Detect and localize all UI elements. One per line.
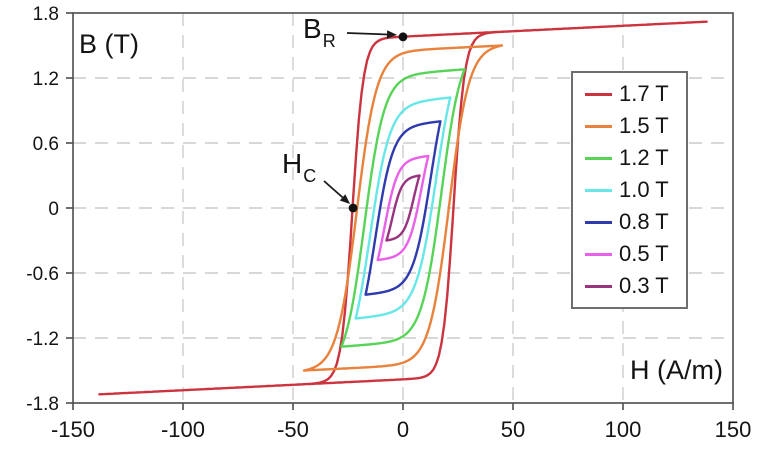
y-tick-label: 0.6 — [33, 134, 59, 155]
legend-entry: 1.7 T — [585, 80, 686, 108]
legend-entry: 1.5 T — [585, 112, 686, 140]
hysteresis-loop-0.5T — [376, 154, 430, 262]
remanence-arrow-head — [386, 30, 397, 39]
remanence-annotation-label: BR — [303, 13, 336, 51]
y-tick-label: 0 — [48, 199, 59, 220]
legend-line-sample — [585, 284, 612, 288]
coercivity-point — [348, 203, 358, 213]
coercivity-arrow-head — [339, 194, 351, 204]
legend-line-sample — [585, 220, 612, 224]
remanence-point — [398, 32, 408, 42]
y-tick-label: -0.6 — [26, 264, 59, 285]
x-tick-label: -100 — [161, 417, 205, 442]
coercivity-symbol: H — [282, 148, 303, 179]
x-tick-label: 100 — [605, 417, 642, 442]
legend-label: 0.8 T — [619, 209, 669, 234]
legend-line-sample — [585, 188, 612, 192]
hysteresis-loop-0.8T — [364, 120, 442, 296]
hysteresis-loop-1.5T — [302, 44, 504, 372]
coercivity-subscript: C — [303, 165, 317, 186]
legend-label: 1.5 T — [619, 113, 669, 138]
x-tick-label: -50 — [277, 417, 309, 442]
hysteresis-loop-0.3T — [385, 174, 421, 242]
legend-box: 1.7 T 1.5 T 1.2 T 1.0 T 0.8 T 0.5 T 0.3 T — [571, 71, 688, 309]
legend-label: 0.3 T — [619, 273, 669, 298]
hysteresis-loop-1.7T — [98, 20, 708, 396]
legend-label: 0.5 T — [619, 241, 669, 266]
x-axis-title: H (A/m) — [630, 355, 723, 385]
legend-line-sample — [585, 252, 612, 256]
legend-label: 1.7 T — [619, 81, 669, 106]
x-tick-label: 50 — [501, 417, 525, 442]
legend-entry: 0.3 T — [585, 272, 686, 300]
x-tick-label: -150 — [51, 417, 95, 442]
remanence-arrow-line — [346, 32, 388, 36]
hysteresis-loop-1.0T — [354, 96, 452, 320]
legend-entry: 0.5 T — [585, 240, 686, 268]
legend-entry: 1.2 T — [585, 144, 686, 172]
y-tick-label: 1.2 — [33, 69, 59, 90]
x-tick-label: 150 — [715, 417, 752, 442]
y-tick-label: -1.2 — [26, 329, 59, 350]
legend-line-sample — [585, 124, 612, 128]
y-tick-label: 1.8 — [33, 4, 59, 25]
legend-label: 1.0 T — [619, 177, 669, 202]
legend-line-sample — [585, 92, 612, 96]
y-tick-label: -1.8 — [26, 394, 59, 415]
x-tick-label: 0 — [397, 417, 409, 442]
legend-line-sample — [585, 156, 612, 160]
remanence-subscript: R — [322, 30, 336, 51]
hysteresis-loop-1.2T — [340, 68, 466, 348]
remanence-symbol: B — [303, 13, 322, 44]
legend-label: 1.2 T — [619, 145, 669, 170]
legend-entry: 1.0 T — [585, 176, 686, 204]
y-axis-title: B (T) — [79, 29, 139, 59]
legend-entry: 0.8 T — [585, 208, 686, 236]
coercivity-annotation-label: HC — [282, 148, 317, 186]
coercivity-arrow-line — [323, 180, 344, 199]
